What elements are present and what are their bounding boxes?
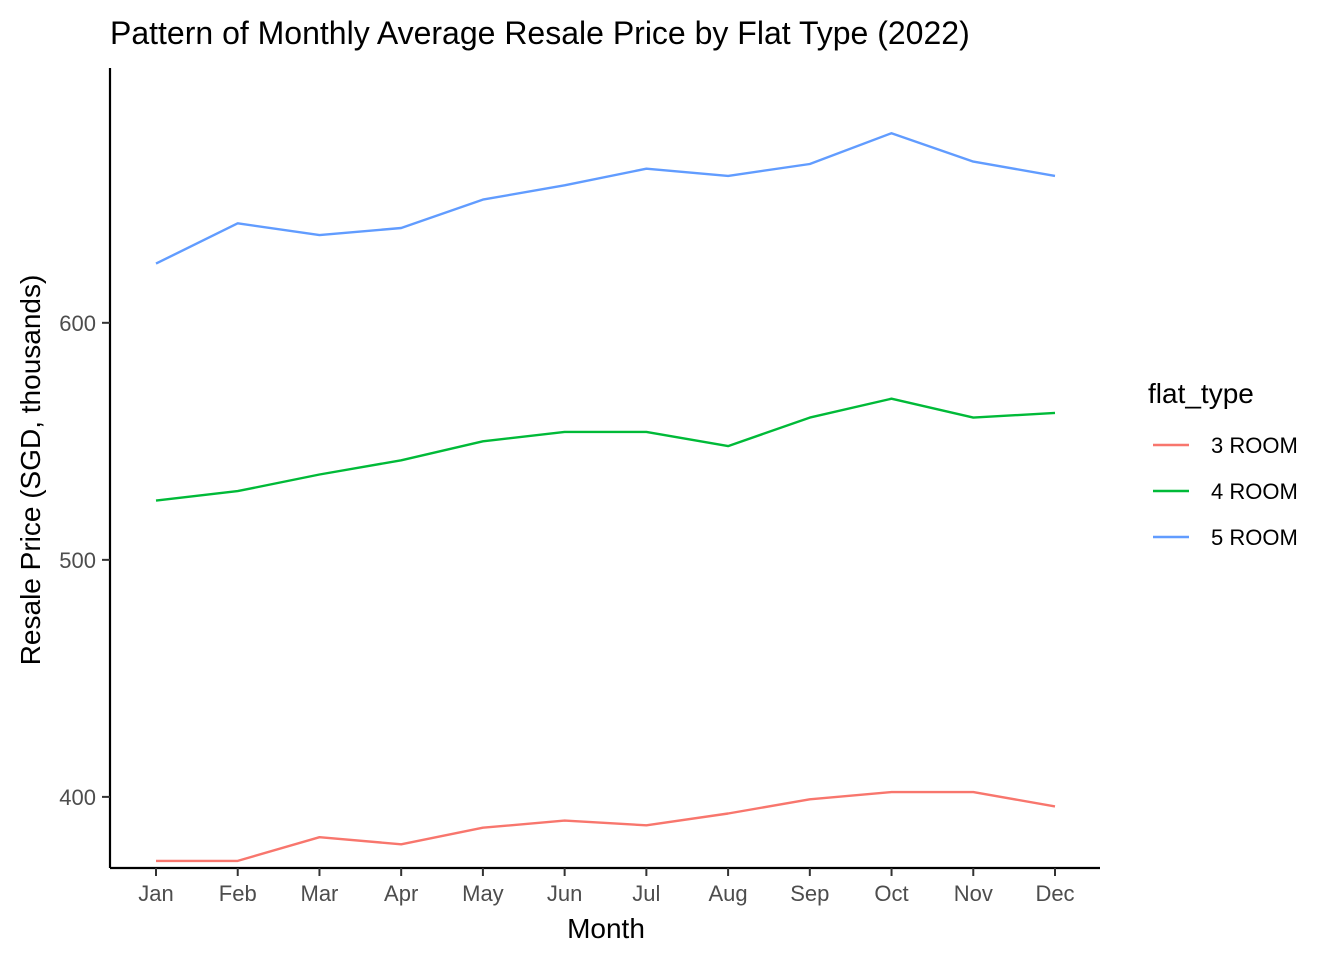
y-tick-label: 400 bbox=[59, 785, 96, 810]
chart-title: Pattern of Monthly Average Resale Price … bbox=[110, 15, 970, 51]
legend-label-4-room: 4 ROOM bbox=[1211, 479, 1298, 504]
series-line-4-room bbox=[155, 397, 1056, 502]
legend-items: 3 ROOM 4 ROOM 5 ROOM bbox=[1153, 433, 1298, 550]
x-tick-label: Apr bbox=[384, 881, 418, 906]
x-tick-label: Nov bbox=[954, 881, 993, 906]
x-tick-label: Aug bbox=[709, 881, 748, 906]
y-axis-ticks: 400 500 600 bbox=[59, 311, 110, 810]
x-tick-label: Dec bbox=[1035, 881, 1074, 906]
legend-label-5-room: 5 ROOM bbox=[1211, 525, 1298, 550]
x-tick-label: Jun bbox=[547, 881, 582, 906]
x-axis-ticks: Jan Feb Mar Apr May Jun Jul Aug Sep Oct Nov Dec bbox=[138, 868, 1075, 906]
plot-area bbox=[155, 131, 1056, 863]
y-tick-label: 600 bbox=[59, 311, 96, 336]
y-axis-title: Resale Price (SGD, thousands) bbox=[15, 275, 46, 666]
legend-title: flat_type bbox=[1148, 378, 1254, 409]
series-line-5-room bbox=[155, 131, 1056, 265]
x-axis-title: Month bbox=[567, 913, 645, 944]
x-tick-label: Feb bbox=[219, 881, 257, 906]
x-tick-label: Jul bbox=[632, 881, 660, 906]
series-line-3-room bbox=[156, 790, 1056, 863]
x-tick-label: May bbox=[462, 881, 504, 906]
x-tick-label: Sep bbox=[790, 881, 829, 906]
y-tick-label: 500 bbox=[59, 548, 96, 573]
legend-label-3-room: 3 ROOM bbox=[1211, 433, 1298, 458]
legend: flat_type 3 ROOM 4 ROOM 5 ROOM bbox=[1148, 378, 1298, 550]
x-tick-label: Mar bbox=[301, 881, 339, 906]
x-tick-label: Jan bbox=[138, 881, 173, 906]
x-tick-label: Oct bbox=[874, 881, 908, 906]
